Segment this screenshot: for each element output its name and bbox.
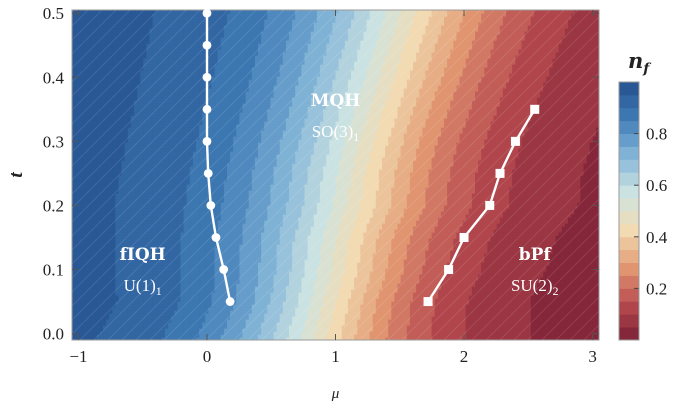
plot-area bbox=[72, 10, 599, 340]
